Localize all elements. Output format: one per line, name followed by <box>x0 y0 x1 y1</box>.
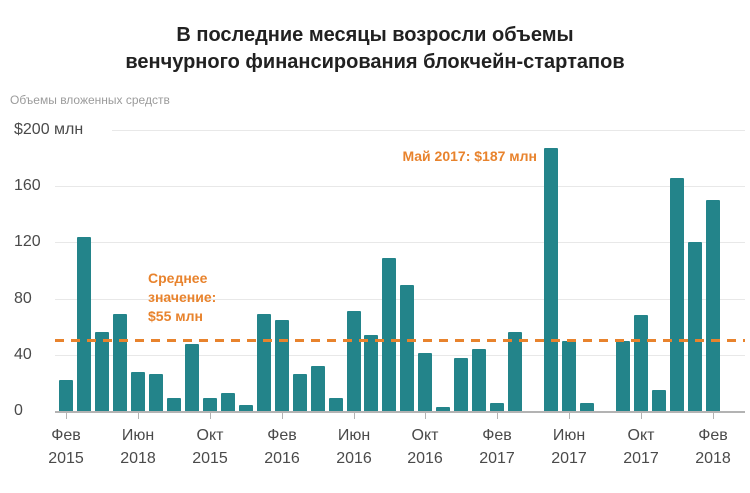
x-tick <box>425 412 426 419</box>
bar-окт-2017[interactable] <box>634 315 648 411</box>
chart-subtitle: Объемы вложенных средств <box>10 93 170 107</box>
average-annotation-line3: $55 млн <box>148 308 203 324</box>
bar-июл-2015[interactable] <box>149 374 163 411</box>
x-tick-label: Фев 2018 <box>668 424 750 470</box>
x-tick <box>641 412 642 419</box>
x-tick-label-month: Окт <box>196 427 224 444</box>
x-tick <box>282 412 283 419</box>
average-annotation: Среднее значение: $55 млн <box>148 269 216 326</box>
bar-мар-2017[interactable] <box>508 332 522 411</box>
chart-title-line1: В последние месяцы возросли объемы <box>176 24 574 46</box>
x-tick-label-year: 2016 <box>336 450 372 467</box>
bar-сен-2017[interactable] <box>616 341 630 411</box>
x-tick <box>497 412 498 419</box>
bar-май-2016[interactable] <box>329 398 343 411</box>
average-annotation-line1: Среднее <box>148 270 208 286</box>
y-tick-label: 160 <box>14 177 45 195</box>
x-tick-label-year: 2018 <box>120 450 156 467</box>
bar-янв-2018[interactable] <box>688 242 702 411</box>
x-tick-label-year: 2017 <box>551 450 587 467</box>
bar-авг-2016[interactable] <box>382 258 396 411</box>
x-tick-label: Окт 2015 <box>165 424 255 470</box>
bar-дек-2016[interactable] <box>454 358 468 411</box>
x-tick-label-month: Июн <box>121 427 155 444</box>
x-tick <box>66 412 67 419</box>
x-tick-label-year: 2015 <box>192 450 228 467</box>
x-tick-label-year: 2018 <box>695 450 731 467</box>
x-tick-label-year: 2017 <box>623 450 659 467</box>
x-tick-label: Июн 2017 <box>524 424 614 470</box>
chart-title-line2: венчурного финансирования блокчейн-старт… <box>125 51 625 73</box>
bar-янв-2016[interactable] <box>257 314 271 411</box>
x-tick-label: Июн 2016 <box>309 424 399 470</box>
bar-апр-2015[interactable] <box>95 332 109 411</box>
x-tick <box>210 412 211 419</box>
x-tick <box>138 412 139 419</box>
bar-сен-2015[interactable] <box>185 344 199 411</box>
bar-фев-2017[interactable] <box>490 403 504 411</box>
x-tick-label-month: Июн <box>337 427 371 444</box>
x-tick-label: Фев 2015 <box>21 424 111 470</box>
average-annotation-line2: значение: <box>148 289 217 305</box>
x-tick-label: Июн 2018 <box>93 424 183 470</box>
bar-апр-2016[interactable] <box>311 366 325 411</box>
bar-ноя-2017[interactable] <box>652 390 666 411</box>
x-tick <box>569 412 570 419</box>
y-gridline <box>55 186 745 187</box>
y-gridline <box>112 130 745 131</box>
y-tick-label: $200 млн <box>14 121 88 139</box>
bar-фев-2016[interactable] <box>275 320 289 411</box>
x-tick-label: Фев 2017 <box>452 424 542 470</box>
bar-май-2017[interactable] <box>544 148 558 411</box>
bar-июл-2017[interactable] <box>580 403 594 411</box>
x-tick-label-month: Фев <box>698 427 728 444</box>
y-tick-label: 80 <box>14 290 36 308</box>
chart-title: В последние месяцы возросли объемы венчу… <box>0 22 750 76</box>
bar-июл-2016[interactable] <box>364 335 378 411</box>
bar-май-2015[interactable] <box>113 314 127 411</box>
bar-янв-2017[interactable] <box>472 349 486 411</box>
x-tick-label-month: Окт <box>627 427 655 444</box>
x-tick-label-month: Фев <box>267 427 297 444</box>
bar-мар-2016[interactable] <box>293 374 307 411</box>
bar-июн-2017[interactable] <box>562 341 576 411</box>
x-tick <box>354 412 355 419</box>
x-axis-line <box>55 411 745 413</box>
x-tick-label-year: 2017 <box>479 450 515 467</box>
bar-сен-2016[interactable] <box>400 285 414 411</box>
bar-окт-2015[interactable] <box>203 398 217 411</box>
x-tick <box>713 412 714 419</box>
y-tick-label: 40 <box>14 346 36 364</box>
average-line <box>55 339 745 342</box>
bar-мар-2015[interactable] <box>77 237 91 411</box>
bar-фев-2015[interactable] <box>59 380 73 411</box>
y-tick-label: 0 <box>14 402 27 420</box>
peak-annotation: Май 2017: $187 млн <box>402 148 537 164</box>
y-gridline <box>55 242 745 243</box>
bar-дек-2017[interactable] <box>670 178 684 411</box>
y-tick-label: 120 <box>14 233 45 251</box>
bar-ноя-2016[interactable] <box>436 407 450 411</box>
bar-авг-2015[interactable] <box>167 398 181 411</box>
x-tick-label-year: 2016 <box>264 450 300 467</box>
bar-дек-2015[interactable] <box>239 405 253 411</box>
bar-ноя-2015[interactable] <box>221 393 235 411</box>
x-tick-label-month: Фев <box>482 427 512 444</box>
x-tick-label-month: Окт <box>411 427 439 444</box>
x-tick-label: Окт 2017 <box>596 424 686 470</box>
x-tick-label-year: 2016 <box>407 450 443 467</box>
x-tick-label-month: Фев <box>51 427 81 444</box>
bar-июн-2016[interactable] <box>347 311 361 411</box>
x-tick-label: Окт 2016 <box>380 424 470 470</box>
x-tick-label-year: 2015 <box>48 450 84 467</box>
bar-окт-2016[interactable] <box>418 353 432 411</box>
bar-июн-2015[interactable] <box>131 372 145 411</box>
bar-фев-2018[interactable] <box>706 200 720 411</box>
x-tick-label: Фев 2016 <box>237 424 327 470</box>
x-tick-label-month: Июн <box>552 427 586 444</box>
